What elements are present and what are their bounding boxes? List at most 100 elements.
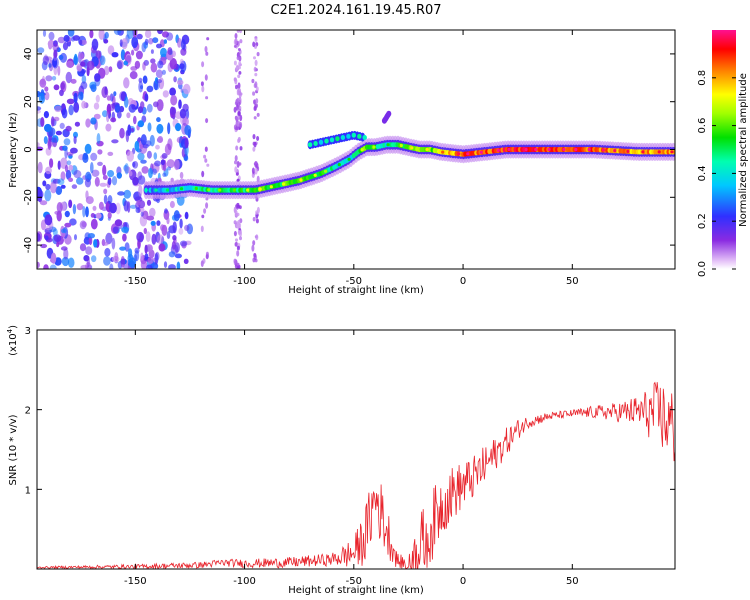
noise-blob: [153, 152, 158, 160]
noise-blob: [90, 213, 96, 218]
noise-blob: [184, 137, 189, 149]
noise-streak: [252, 240, 256, 246]
noise-streak: [234, 38, 238, 45]
noise-blob: [145, 231, 151, 243]
noise-blob: [90, 162, 94, 174]
x-tick-label: 0: [460, 576, 466, 587]
noise-blob: [161, 224, 168, 236]
noise-blob: [140, 159, 147, 164]
noise-blob: [167, 166, 171, 171]
snr-x-axis-label: Height of straight line (km): [288, 585, 424, 596]
ridge-nodule: [372, 145, 376, 149]
noise-blob: [73, 92, 78, 104]
noise-blob: [42, 75, 45, 85]
noise-streak: [236, 56, 240, 60]
ridge-nodule: [479, 150, 483, 154]
noise-blob: [91, 169, 100, 177]
noise-blob: [74, 234, 77, 241]
noise-blob: [179, 240, 188, 247]
noise-blob: [157, 60, 164, 69]
noise-blob: [97, 161, 103, 166]
noise-blob: [40, 243, 48, 249]
noise-blob: [76, 65, 83, 72]
noise-blob: [123, 189, 132, 199]
noise-blob: [124, 163, 129, 175]
ridge-nodule: [179, 187, 184, 191]
y-tick-label: 2: [25, 406, 31, 417]
noise-blob: [144, 38, 149, 46]
noise-blob: [79, 220, 87, 230]
noise-blob: [150, 58, 156, 64]
y-tick-label: 0: [23, 146, 34, 152]
noise-blob: [147, 256, 154, 264]
noise-blob: [37, 142, 40, 147]
noise-blob: [111, 52, 119, 58]
noise-blob: [132, 161, 139, 169]
noise-blob: [138, 184, 143, 197]
noise-streak: [238, 205, 242, 210]
noise-streak: [253, 66, 257, 72]
noise-blob: [116, 110, 122, 119]
noise-blob: [43, 111, 50, 119]
noise-blob: [97, 149, 103, 155]
noise-blob: [126, 30, 134, 39]
noise-streak: [251, 244, 255, 252]
snr-frame: [36, 329, 676, 570]
noise-streak: [201, 61, 205, 68]
ridge-nodule: [466, 152, 470, 156]
noise-blob: [114, 219, 123, 227]
ridge-nodule: [386, 143, 390, 147]
noise-streak: [236, 222, 240, 228]
noise-blob: [68, 164, 74, 171]
noise-blob: [179, 171, 184, 179]
noise-blob: [119, 127, 125, 139]
ridge-nodule: [496, 148, 500, 152]
noise-blob: [51, 56, 59, 69]
noise-blob: [161, 153, 168, 159]
noise-blob: [117, 61, 123, 70]
spectrogram-panel: -150 -100 -50 0 50 -40 -20 0 20 40 Height of str…: [8, 29, 676, 296]
ridge-nodule: [299, 178, 303, 182]
ridge-nodule: [524, 147, 528, 152]
ridge-nodule: [534, 147, 538, 152]
noise-blob: [120, 49, 126, 61]
noise-streak: [252, 217, 256, 222]
noise-streak: [253, 106, 257, 111]
noise-blob: [139, 214, 148, 227]
noise-blob: [86, 256, 90, 268]
noise-blob: [73, 131, 78, 139]
noise-blob: [111, 237, 116, 250]
noise-blob: [146, 264, 153, 269]
noise-streak: [204, 158, 208, 163]
noise-blob: [184, 224, 190, 231]
noise-blob: [124, 242, 130, 252]
noise-streak: [236, 30, 240, 33]
ridge-nodule: [562, 147, 566, 152]
ridge-nodule: [165, 188, 170, 192]
noise-blob: [167, 138, 173, 151]
noise-blob: [42, 180, 47, 187]
noise-blob: [123, 200, 129, 212]
noise-blob: [57, 178, 65, 185]
noise-blob: [128, 257, 137, 268]
noise-blob: [65, 169, 72, 180]
noise-streak: [238, 61, 242, 67]
noise-blob: [50, 252, 57, 264]
noise-blob: [122, 233, 127, 242]
noise-blob: [58, 54, 64, 60]
noise-blob: [78, 91, 84, 100]
ridge-nodule: [246, 188, 250, 192]
noise-streak: [254, 37, 258, 42]
ridge-nodule: [337, 163, 341, 167]
noise-blob: [102, 241, 109, 246]
ridge-nodule: [657, 150, 661, 154]
noise-blob: [160, 159, 165, 166]
noise-blob: [163, 39, 167, 44]
x-tick-label: -50: [346, 276, 362, 287]
noise-streak: [255, 234, 259, 241]
noise-blob: [168, 251, 176, 258]
noise-blob: [156, 117, 161, 123]
noise-streak: [239, 39, 243, 44]
noise-blob: [152, 168, 157, 175]
noise-blob: [68, 104, 74, 116]
